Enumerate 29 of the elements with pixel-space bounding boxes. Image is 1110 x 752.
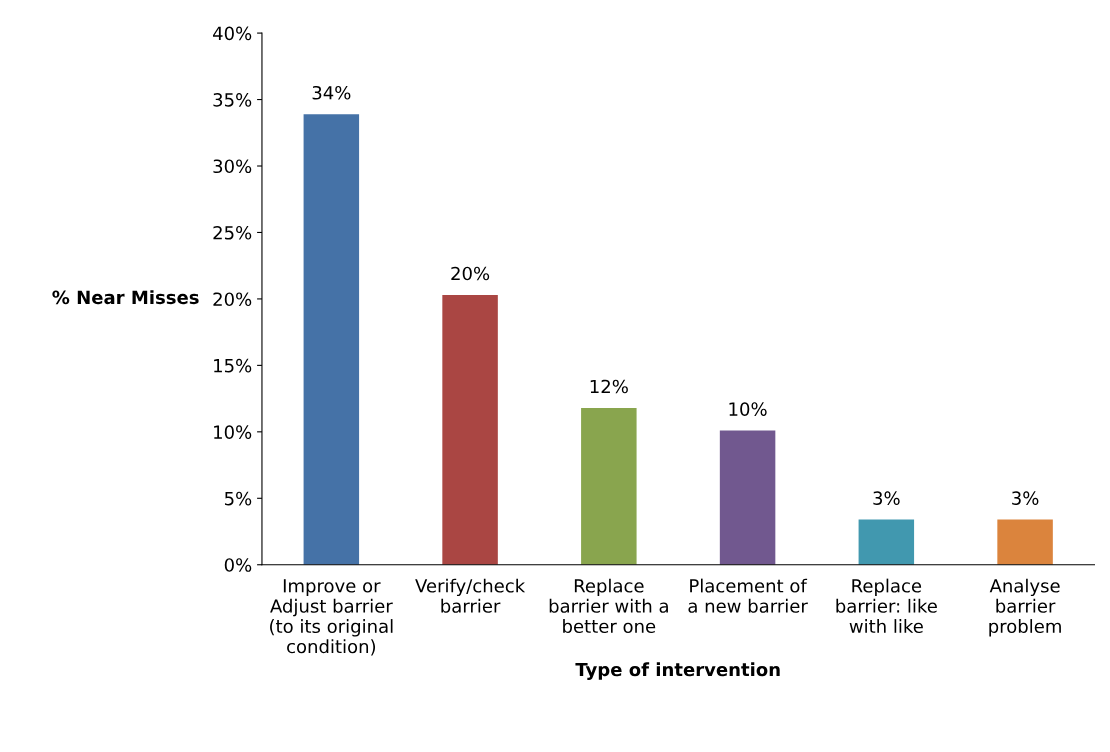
y-tick-label: 10% [214, 425, 252, 439]
data-label: 10% [729, 402, 767, 416]
y-tick-label: 0% [224, 558, 252, 572]
y-tick-label: 25% [213, 225, 252, 240]
bar [442, 294, 498, 565]
bar [858, 519, 915, 565]
x-tick-label: Analyse barrier problem [989, 578, 1061, 637]
x-axis-title: Type of intervention [575, 662, 780, 680]
data-label: 34% [312, 85, 351, 100]
x-tick-label: Placement of a new barrier [688, 578, 808, 613]
bar [719, 430, 776, 565]
x-tick-label: Replace barrier with a better one [549, 578, 668, 634]
y-tick-label: 5% [224, 491, 252, 506]
x-tick-label: Improve or Adjust barrier (to its original condition) [270, 579, 393, 656]
y-tick-label: 40% [212, 26, 252, 41]
y-tick-label: 30% [213, 159, 252, 174]
x-tick-label: Replace barrier: like with like [836, 578, 937, 634]
data-label: 3% [873, 491, 900, 505]
data-label: 20% [451, 266, 490, 281]
bar [581, 407, 637, 565]
y-tick-label: 20% [213, 292, 252, 307]
y-tick-label: 35% [213, 93, 252, 107]
data-label: 3% [1012, 491, 1039, 505]
x-tick-label: Verify/check barrier [415, 578, 526, 613]
y-tick-label: 15% [214, 358, 252, 373]
data-label: 12% [590, 379, 628, 394]
bar [997, 519, 1053, 565]
bar [303, 114, 360, 565]
y-axis-title: % Near Misses [52, 290, 199, 305]
